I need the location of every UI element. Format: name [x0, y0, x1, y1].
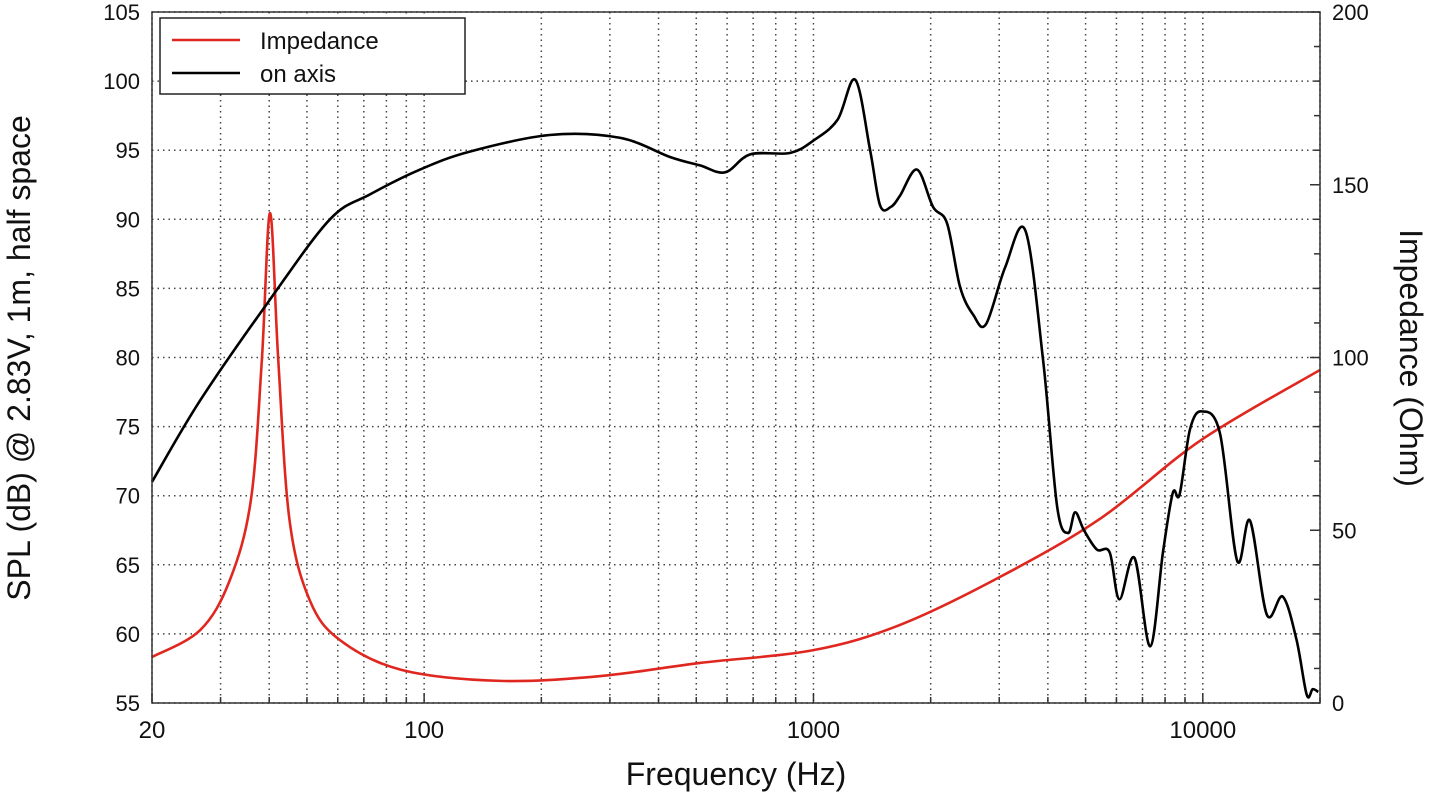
y-tick-label: 80	[116, 346, 140, 371]
y-tick-label: 60	[116, 622, 140, 647]
x-tick-label: 1000	[787, 717, 840, 744]
y-tick-label: 95	[116, 138, 140, 163]
legend-label-on-axis: on axis	[260, 61, 336, 88]
y2-tick-label: 50	[1332, 518, 1356, 543]
y-tick-label: 90	[116, 207, 140, 232]
x-tick-label: 10000	[1169, 717, 1236, 744]
y2-axis-label: Impedance (Ohm)	[1393, 229, 1429, 487]
series-line-impedance	[151, 211, 1321, 683]
x-tick-label: 100	[404, 717, 444, 744]
legend-box	[159, 17, 466, 95]
y-axis-label: SPL (dB) @ 2.83V, 1m, half space	[1, 115, 37, 600]
legend-label-impedance: Impedance	[260, 28, 379, 55]
y-tick-label: 65	[116, 553, 140, 578]
y-tick-label: 100	[103, 69, 140, 94]
y2-tick-label: 200	[1332, 0, 1369, 25]
grid	[151, 11, 1321, 704]
series-line-on-axis	[150, 78, 1319, 699]
y-tick-label: 105	[103, 0, 140, 25]
y2-tick-label: 100	[1332, 346, 1369, 371]
series-layer	[150, 78, 1321, 699]
y2-tick-label: 150	[1332, 173, 1369, 198]
y-tick-label: 75	[116, 415, 140, 440]
x-axis-label: Frequency (Hz)	[626, 756, 847, 792]
y-tick-label: 70	[116, 484, 140, 509]
legend: Impedance on axis	[159, 17, 466, 95]
ticks: 20 100 1000 10000 55 60 65 70 75 80 85 90 95 100 105 0 5…	[103, 0, 1368, 744]
x-tick-label: 20	[139, 717, 166, 744]
y2-tick-label: 0	[1332, 691, 1344, 716]
y-tick-label: 55	[116, 691, 140, 716]
y-tick-label: 85	[116, 276, 140, 301]
